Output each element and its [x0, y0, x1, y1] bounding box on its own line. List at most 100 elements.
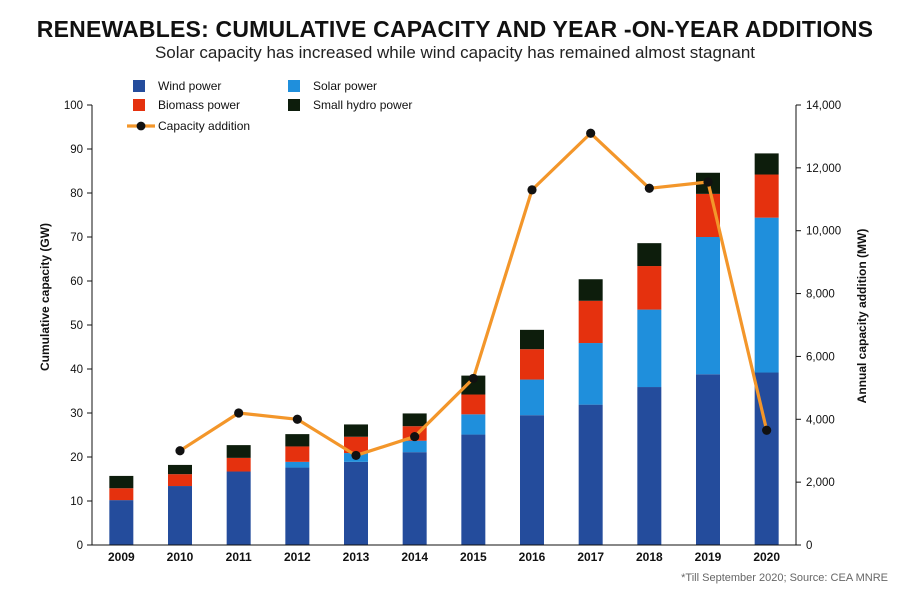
left-tick-label: 100	[64, 100, 83, 112]
legend-label-small-hydro-power: Small hydro power	[313, 98, 412, 112]
bar-solar-power-2014	[402, 440, 427, 453]
legend-swatch-solar-power	[288, 80, 300, 92]
bar-small-hydro-power-2018	[637, 243, 662, 267]
left-tick-label: 70	[70, 232, 83, 244]
x-tick-label-2010: 2010	[167, 550, 194, 564]
bar-solar-power-2018	[637, 309, 662, 388]
chart-title: RENEWABLES: CUMULATIVE CAPACITY AND YEAR…	[36, 16, 874, 42]
capacity-point-2019	[703, 177, 713, 187]
capacity-point-2014	[410, 431, 420, 442]
legend-swatch-small-hydro-power	[288, 99, 300, 111]
right-tick-label: 0	[806, 540, 812, 552]
bar-small-hydro-power-2013	[344, 424, 368, 437]
x-tick-label-2012: 2012	[284, 550, 311, 564]
right-tick-label: 6,000	[806, 351, 835, 363]
chart-subtitle: Solar capacity has increased while wind …	[154, 43, 756, 62]
left-tick-label: 80	[70, 188, 83, 200]
x-tick-label-2017: 2017	[577, 550, 604, 564]
right-tick-label: 4,000	[806, 414, 835, 426]
bar-biomass-power-2012	[285, 446, 310, 462]
bar-wind-power-2015	[461, 434, 486, 545]
x-tick-label-2020: 2020	[753, 550, 780, 564]
right-axis-label: Annual capacity addition (MW)	[855, 229, 869, 404]
bar-solar-power-2012	[285, 461, 310, 468]
bar-biomass-power-2015	[461, 394, 486, 415]
x-axis: 2009 2010 2011 2012 2013 2014 2015 2016 2017 2018…	[92, 544, 796, 564]
legend-label-biomass-power: Biomass power	[158, 98, 240, 112]
bar-small-hydro-power-2016	[520, 329, 544, 350]
bar-small-hydro-power-2009	[109, 475, 134, 489]
bar-solar-power-2015	[461, 414, 486, 435]
capacity-point-2012	[292, 414, 302, 424]
capacity-point-2013	[351, 450, 361, 461]
x-tick-label-2013: 2013	[343, 550, 370, 564]
capacity-point-2017	[586, 128, 596, 138]
legend-label-capacity-addition: Capacity addition	[158, 119, 250, 133]
bar-solar-power-2016	[520, 379, 544, 416]
bar-small-hydro-power-2010	[168, 464, 192, 475]
bar-wind-power-2019	[696, 374, 720, 545]
right-tick-label: 14,000	[806, 100, 841, 112]
bar-solar-power-2020	[754, 217, 779, 373]
right-tick-label: 2,000	[806, 477, 835, 489]
bar-solar-power-2019	[696, 237, 720, 375]
legend-label-solar-power: Solar power	[313, 79, 377, 93]
bar-biomass-power-2020	[754, 174, 779, 218]
legend-marker-capacity-addition	[136, 121, 146, 131]
bar-small-hydro-power-2014	[402, 413, 427, 427]
bar-wind-power-2010	[168, 486, 192, 545]
bar-biomass-power-2016	[520, 349, 544, 380]
capacity-point-2011	[234, 408, 244, 418]
capacity-line-group	[175, 128, 772, 461]
capacity-point-2010	[175, 446, 185, 456]
x-tick-label-2018: 2018	[636, 550, 663, 564]
capacity-point-2020	[762, 425, 772, 435]
capacity-point-2018	[644, 183, 654, 193]
legend-swatch-biomass-power	[133, 99, 145, 111]
bar-small-hydro-power-2015	[461, 375, 486, 395]
x-tick-label-2019: 2019	[695, 550, 722, 564]
bar-biomass-power-2013	[344, 436, 368, 454]
left-tick-label: 90	[70, 144, 83, 156]
x-tick-label-2014: 2014	[401, 550, 428, 564]
bar-biomass-power-2010	[168, 474, 192, 487]
bar-wind-power-2018	[637, 387, 662, 545]
bar-small-hydro-power-2012	[285, 434, 310, 447]
legend-swatch-wind-power	[133, 80, 145, 92]
bar-solar-power-2017	[578, 343, 603, 405]
bar-wind-power-2014	[402, 452, 427, 545]
left-tick-label: 50	[70, 320, 83, 332]
right-axis: 0 2,000 4,000 6,000 8,000 10,000 12,000 14,000	[795, 100, 841, 552]
bar-wind-power-2012	[285, 467, 310, 545]
left-tick-label: 30	[70, 408, 83, 420]
legend-label-wind-power: Wind power	[158, 79, 221, 93]
x-tick-label-2011: 2011	[226, 550, 252, 564]
left-tick-label: 60	[70, 276, 83, 288]
bar-wind-power-2016	[520, 415, 544, 545]
bar-biomass-power-2018	[637, 266, 662, 310]
bar-small-hydro-power-2011	[226, 445, 251, 458]
x-tick-label-2016: 2016	[519, 550, 546, 564]
bar-biomass-power-2011	[226, 457, 251, 472]
bar-wind-power-2009	[109, 500, 134, 545]
bars-group	[109, 153, 779, 545]
bar-biomass-power-2017	[578, 300, 603, 344]
capacity-point-2015	[468, 373, 478, 384]
legend: Wind power Solar power Biomass power Small …	[127, 79, 412, 133]
left-tick-label: 40	[70, 364, 83, 376]
right-tick-label: 12,000	[806, 163, 841, 175]
x-tick-label-2015: 2015	[460, 550, 487, 564]
left-tick-label: 0	[77, 540, 83, 552]
capacity-point-2016	[527, 185, 537, 195]
bar-biomass-power-2009	[109, 488, 134, 501]
bar-wind-power-2017	[578, 404, 603, 545]
left-axis-label: Cumulative capacity (GW)	[38, 223, 52, 371]
bar-wind-power-2011	[226, 471, 251, 545]
right-tick-label: 8,000	[806, 289, 835, 301]
bar-small-hydro-power-2017	[578, 279, 603, 301]
bar-small-hydro-power-2020	[754, 153, 779, 175]
left-axis: 0 10 20 30 40 50 60 70 80 90 100	[64, 100, 93, 552]
x-tick-label-2009: 2009	[108, 550, 135, 564]
right-tick-label: 10,000	[806, 226, 841, 238]
